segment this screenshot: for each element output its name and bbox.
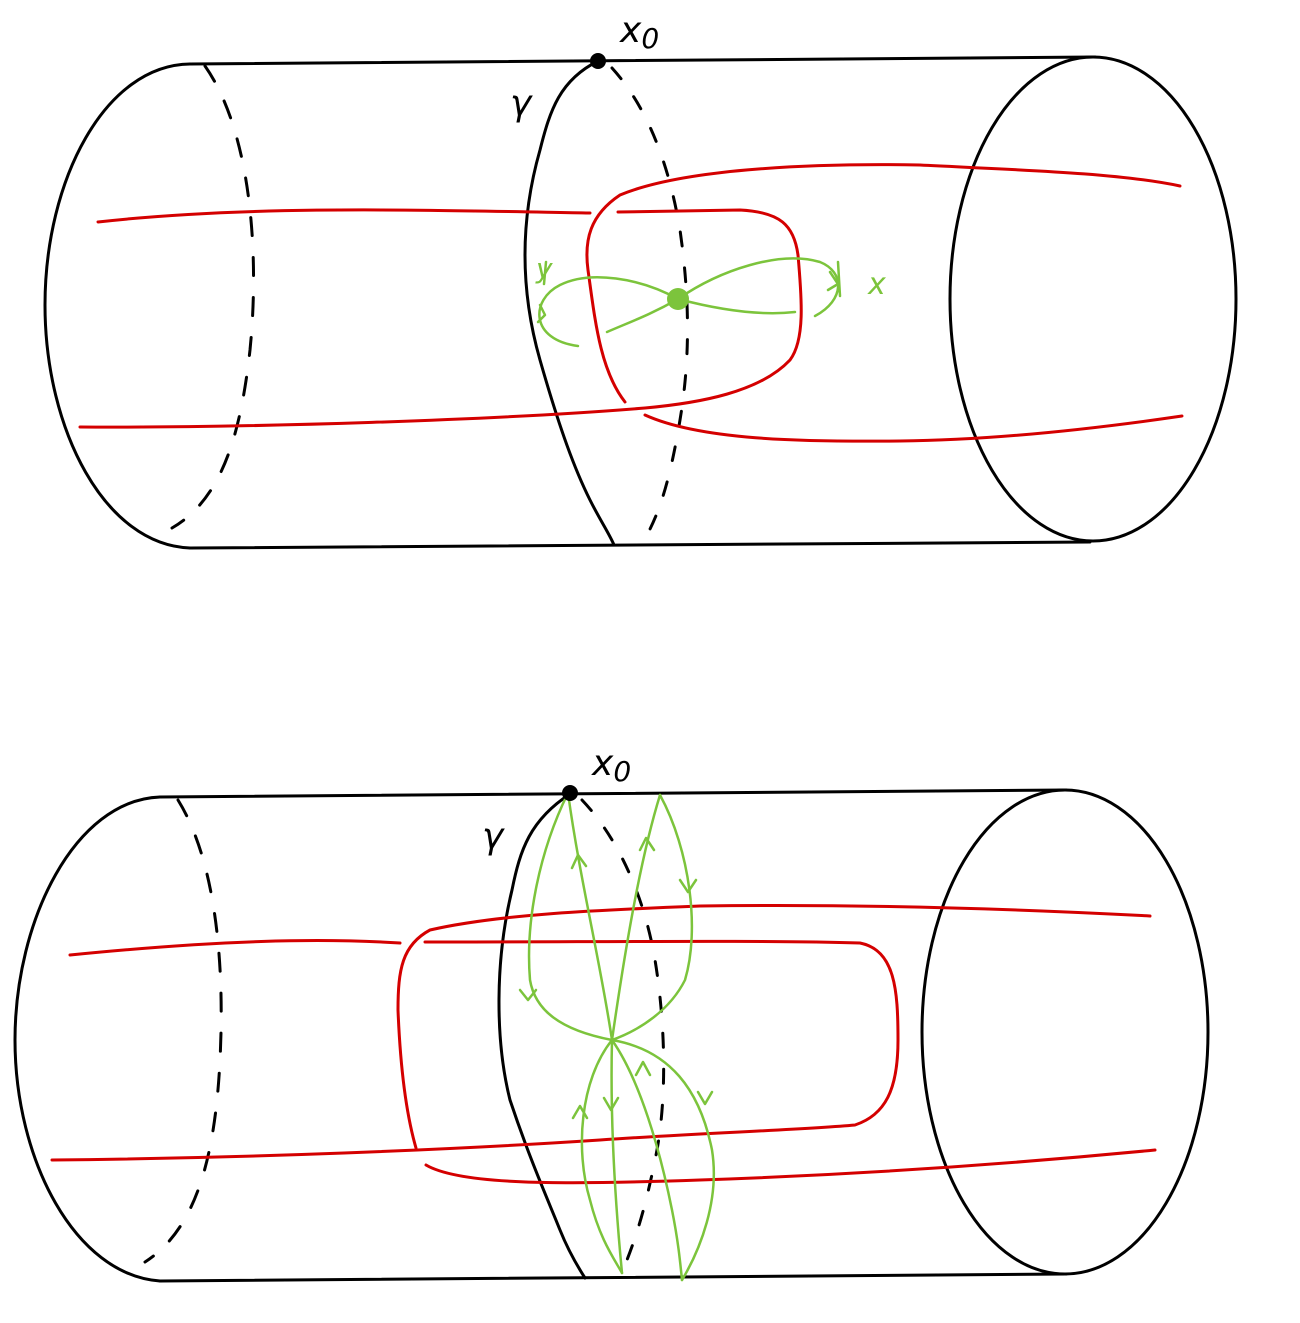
bottom-basepoint-dot — [562, 785, 578, 801]
top-red-inner-loop — [585, 163, 1182, 404]
bottom-red-upper-line — [68, 939, 402, 957]
bottom-green-arrow-3 — [638, 836, 656, 852]
bottom-green-loop-4 — [610, 793, 694, 1042]
top-loop-label-y: y — [535, 252, 553, 285]
bottom-cylinder-top-edge — [158, 788, 1068, 799]
bottom-green-arrow-8 — [696, 1090, 714, 1106]
top-cylinder-left-end — [43, 62, 192, 550]
bottom-cylinder-left-end — [13, 795, 162, 1283]
bottom-green-loop-5 — [580, 1038, 624, 1275]
top-cylinder — [43, 55, 1238, 550]
bottom-green-arrow-7 — [634, 1060, 652, 1077]
bottom-green-loop-8 — [610, 1038, 716, 1282]
top-red-upper-line — [96, 208, 592, 224]
top-green-arrow-y — [536, 303, 547, 324]
bottom-green-loop-6 — [610, 1038, 624, 1275]
bottom-green-arrow-2 — [518, 988, 538, 1002]
bottom-green-arrow-6 — [602, 1096, 620, 1112]
bottom-red-right-lower — [424, 1148, 1157, 1185]
top-red-lower-line — [78, 208, 803, 429]
top-green-loop-y — [538, 276, 680, 348]
bottom-green-loops — [518, 791, 716, 1282]
bottom-green-arrow-4 — [678, 878, 698, 894]
top-basepoint-label: x0 — [619, 10, 659, 55]
bottom-green-loop-3 — [610, 793, 662, 1042]
bottom-gamma-curve — [497, 792, 587, 1280]
bottom-green-arrow-5 — [571, 1104, 589, 1120]
top-cylinder-right-end — [948, 55, 1238, 543]
top-gamma-label: γ — [510, 83, 533, 124]
bottom-cylinder — [13, 788, 1210, 1283]
top-basepoint-dot — [590, 53, 606, 69]
top-green-tick-x — [836, 260, 842, 298]
bottom-left-dashed-circle — [143, 798, 223, 1264]
bottom-basepoint-label: x0 — [591, 743, 631, 788]
top-cylinder-top-edge — [188, 55, 1097, 66]
top-cylinder-bottom-edge — [188, 540, 1092, 550]
bottom-gamma-back-dashed — [580, 798, 666, 1267]
bottom-gamma-label: γ — [482, 816, 505, 857]
bottom-cylinder-bottom-edge — [158, 1272, 1068, 1283]
bottom-green-loop-1 — [527, 791, 614, 1042]
bottom-red-lower-line — [50, 939, 900, 1162]
bottom-green-arrow-1 — [570, 853, 588, 870]
top-figure: x0 γ y x — [43, 10, 1238, 550]
top-loop-label-x: x — [867, 267, 886, 302]
bottom-red-curves — [50, 903, 1157, 1185]
top-gamma-back-dashed — [610, 66, 689, 535]
bottom-green-loop-7 — [610, 1038, 684, 1282]
bottom-green-loop-2 — [566, 791, 614, 1042]
top-red-curves — [78, 163, 1184, 443]
bottom-cylinder-right-end — [920, 788, 1210, 1276]
top-gamma-curve — [523, 59, 616, 547]
top-red-right-lower — [643, 413, 1184, 443]
top-green-loops — [536, 257, 842, 348]
bottom-figure: x0 γ — [13, 743, 1210, 1283]
top-green-loop-x — [676, 257, 840, 318]
top-green-tick-y — [542, 260, 548, 286]
top-left-dashed-circle — [170, 64, 256, 530]
top-green-arrow-x — [826, 270, 840, 292]
bottom-red-inner-loop — [396, 903, 1152, 1150]
